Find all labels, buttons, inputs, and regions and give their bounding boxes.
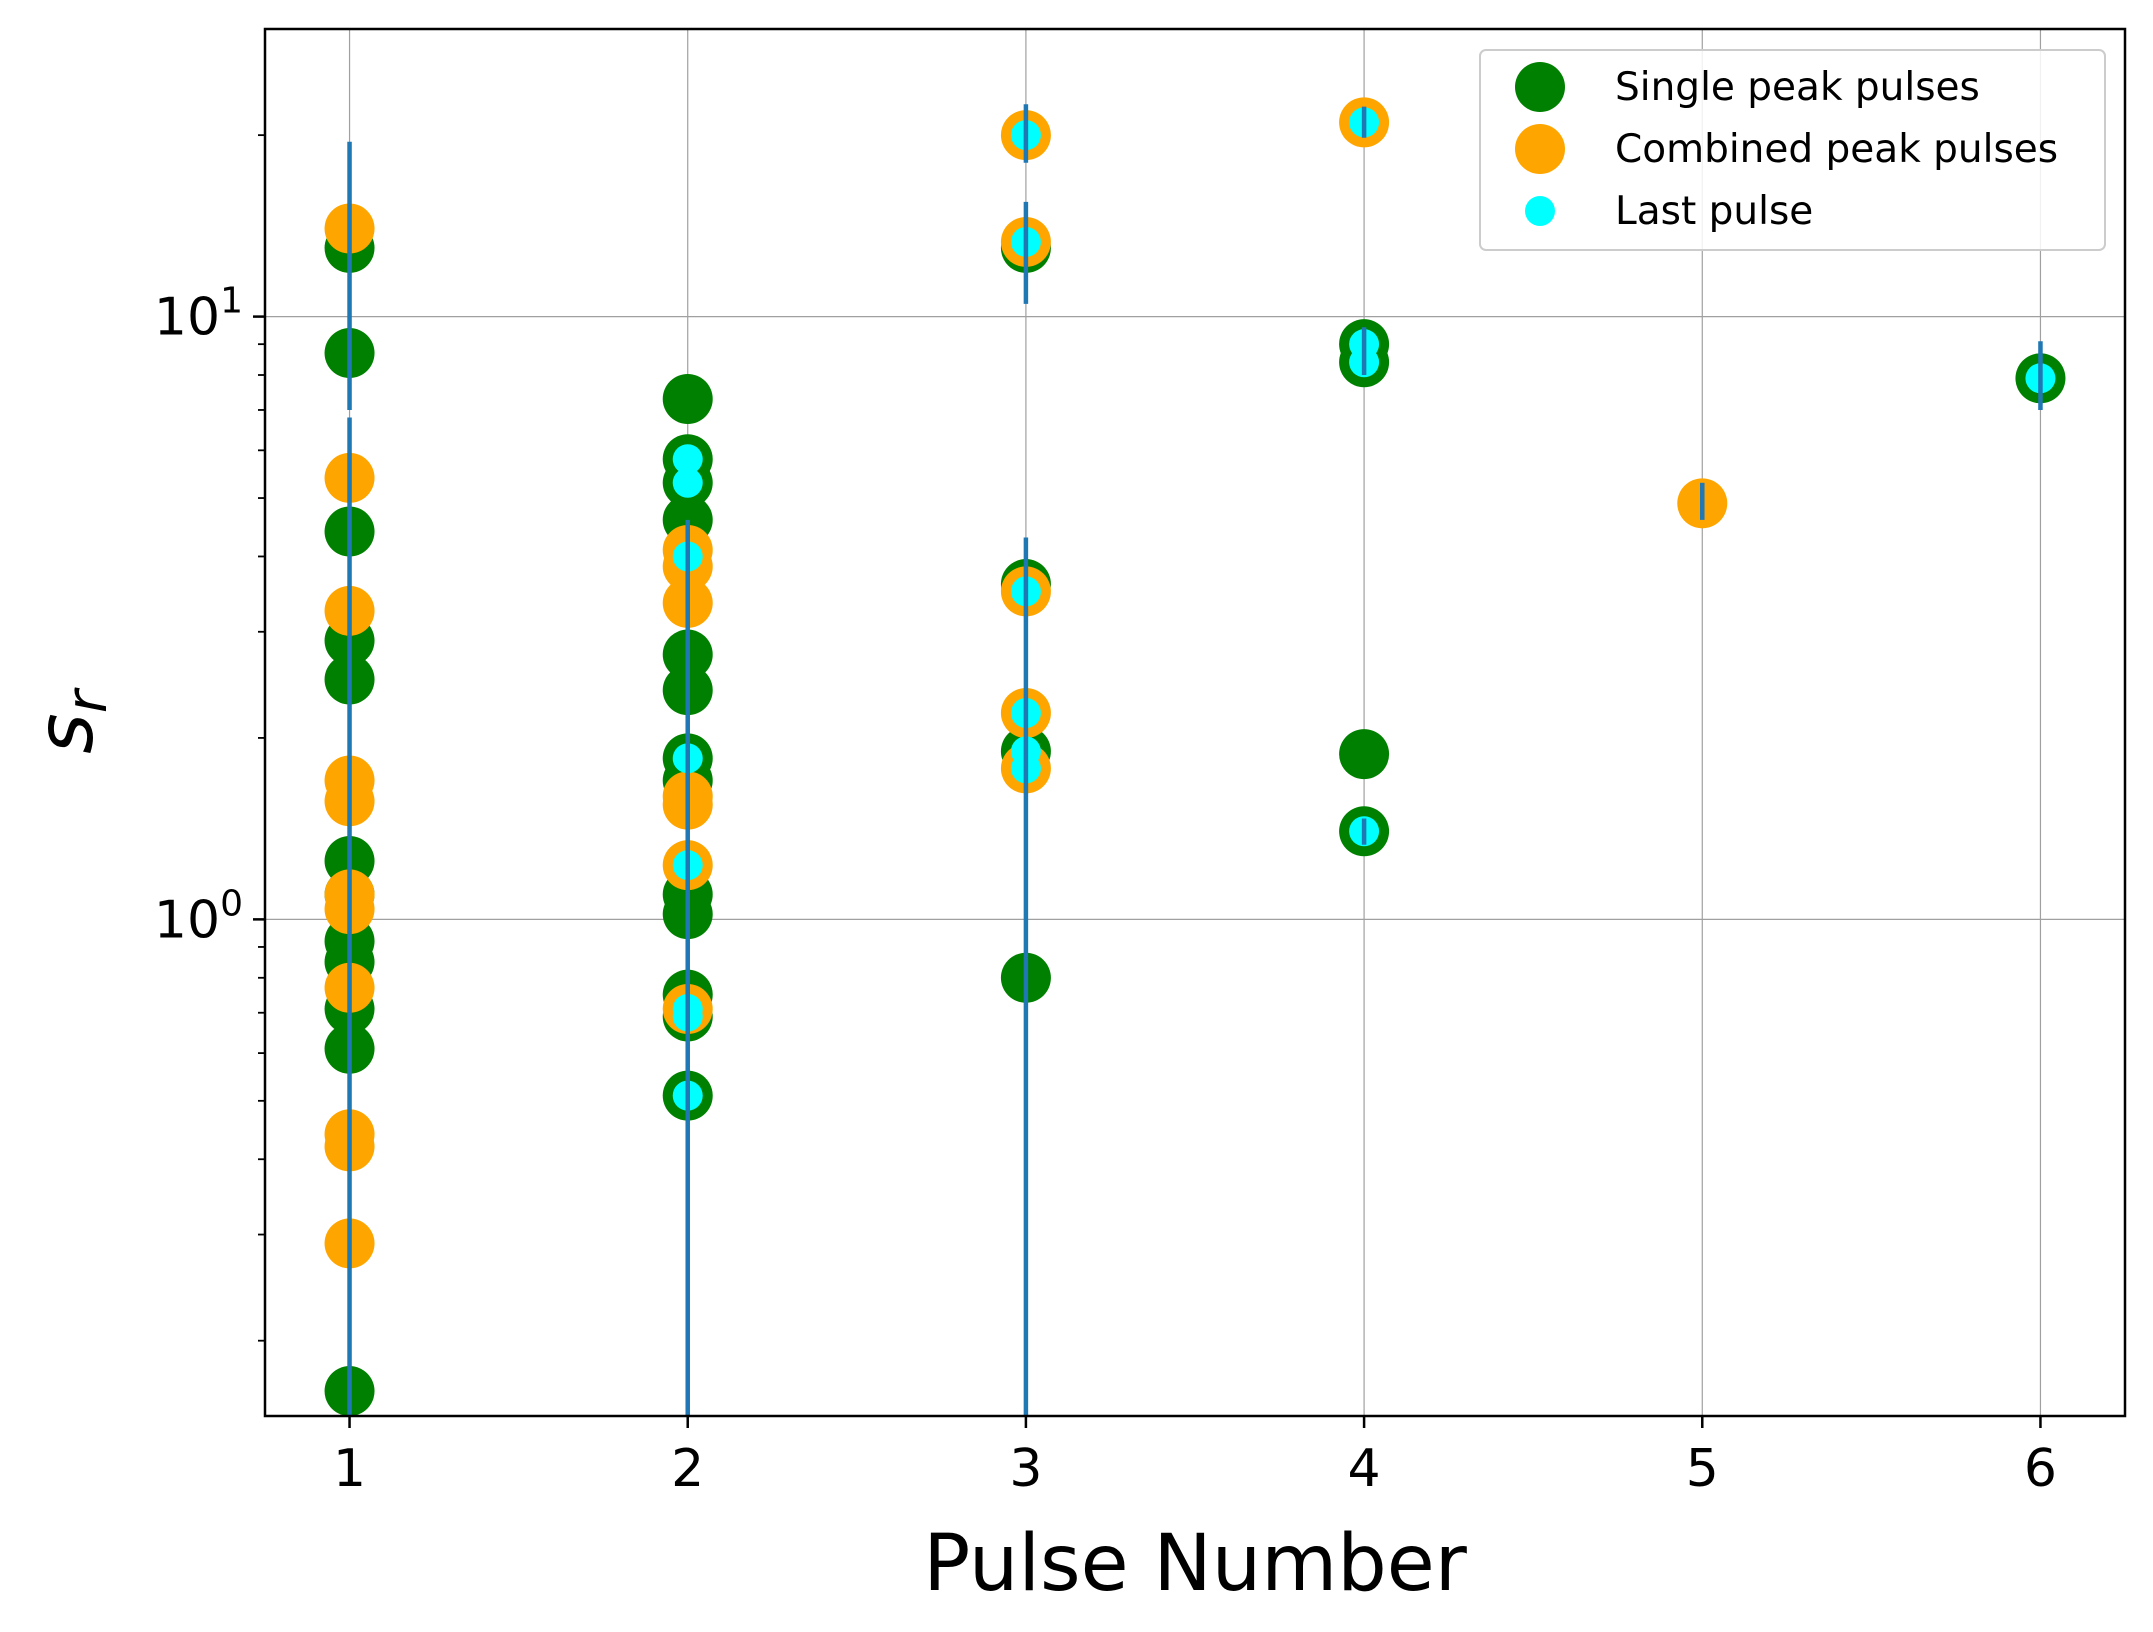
point-single-peak bbox=[1339, 729, 1390, 780]
y-axis-title-subscript: r bbox=[55, 687, 120, 713]
y-axis-title: sr bbox=[21, 687, 120, 754]
legend-marker-combined bbox=[1515, 124, 1565, 174]
legend: Single peak pulses Combined peak pulses … bbox=[1479, 49, 2106, 251]
axis-ticks: 1 2 3 4 5 6 100 101 bbox=[154, 134, 2057, 1499]
legend-label-combined: Combined peak pulses bbox=[1615, 127, 2058, 172]
y-tick-label: 100 bbox=[154, 883, 243, 950]
x-tick-label: 1 bbox=[333, 1439, 366, 1499]
y-tick-label: 101 bbox=[154, 281, 243, 348]
x-tick-label: 3 bbox=[1009, 1439, 1042, 1499]
point-last-pulse bbox=[672, 444, 703, 475]
plot-frame bbox=[263, 27, 2127, 1418]
error-bars bbox=[347, 104, 2043, 1416]
x-tick-label: 5 bbox=[1686, 1439, 1719, 1499]
x-axis-title: Pulse Number bbox=[923, 1519, 1467, 1609]
legend-marker-single bbox=[1515, 62, 1565, 112]
legend-marker-last bbox=[1525, 196, 1555, 226]
x-tick-label: 4 bbox=[1348, 1439, 1381, 1499]
point-last-pulse bbox=[672, 467, 703, 498]
point-single-peak bbox=[662, 373, 713, 424]
x-tick-label: 6 bbox=[2024, 1439, 2057, 1499]
legend-label-last: Last pulse bbox=[1615, 189, 1813, 234]
x-tick-label: 2 bbox=[671, 1439, 704, 1499]
y-axis-title-main: s bbox=[21, 713, 111, 754]
legend-label-single: Single peak pulses bbox=[1615, 65, 1980, 110]
legend-box bbox=[1479, 49, 2106, 251]
